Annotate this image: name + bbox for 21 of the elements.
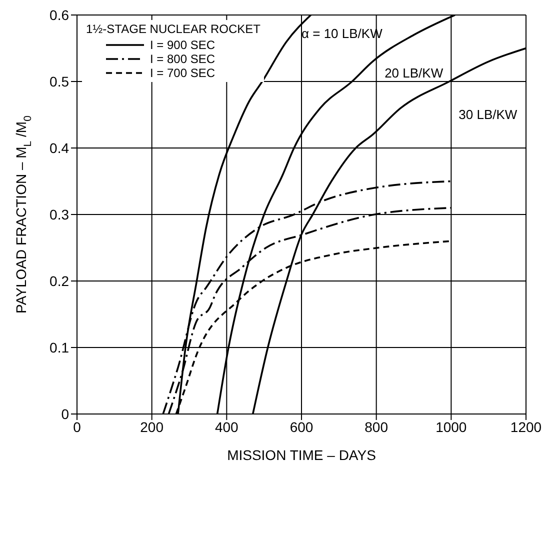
x-tick-label: 1200 (510, 418, 542, 435)
x-tick-label: 400 (214, 418, 239, 435)
x-tick-label: 600 (290, 418, 314, 435)
annotation: 20 LB/KW (384, 65, 444, 80)
legend-label: I = 900 SEC (150, 38, 216, 52)
legend-label: I = 700 SEC (150, 66, 216, 80)
y-tick-label: 0.4 (50, 140, 70, 156)
y-tick-label: 0 (61, 406, 70, 422)
y-tick-label: 0.3 (50, 206, 70, 222)
x-tick-label: 200 (140, 418, 164, 435)
annotation: 30 LB/KW (458, 106, 518, 122)
x-tick-label: 1000 (436, 418, 467, 435)
y-tick-label: 0.5 (50, 73, 70, 90)
x-tick-label: 800 (364, 418, 388, 435)
y-tick-label: 0.6 (50, 6, 70, 23)
x-axis-title: MISSION TIME – DAYS (227, 447, 376, 463)
y-tick-label: 0.2 (50, 272, 70, 289)
y-tick-label: 0.1 (50, 339, 70, 356)
legend-title: 1½-STAGE NUCLEAR ROCKET (86, 22, 260, 36)
legend-label: I = 800 SEC (150, 52, 216, 66)
x-tick-label: 0 (73, 418, 82, 435)
